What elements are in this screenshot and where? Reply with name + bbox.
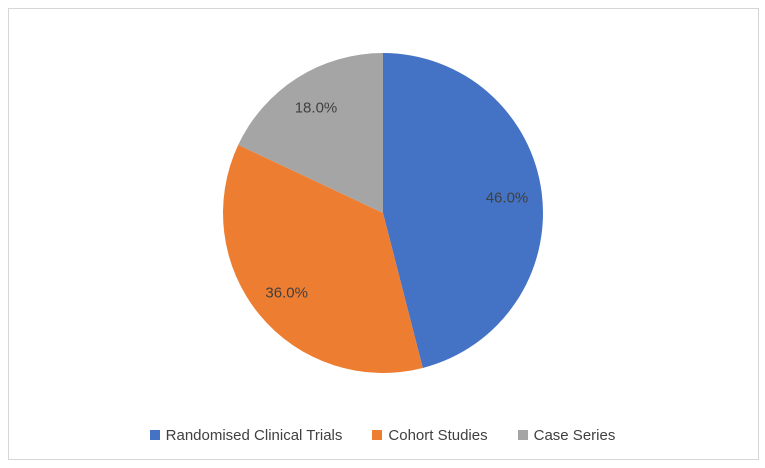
chart-legend: Randomised Clinical Trials Cohort Studie… (0, 424, 765, 446)
slice-label-randomised-clinical-trials: 46.0% (486, 189, 529, 206)
legend-item-case-series: Case Series (517, 426, 616, 444)
pie-slice-cohort-studies (223, 144, 423, 373)
pie-slice-case-series (238, 53, 383, 213)
legend-item-cohort-studies: Cohort Studies (372, 426, 488, 444)
legend-swatch-icon (372, 430, 383, 440)
legend-swatch-icon (517, 430, 528, 440)
legend-label: Randomised Clinical Trials (165, 426, 343, 444)
pie-slice-randomised-clinical-trials (383, 53, 543, 368)
legend-label: Case Series (533, 426, 616, 444)
slice-label-cohort-studies: 36.0% (265, 285, 308, 302)
legend-swatch-icon (149, 430, 160, 440)
legend-item-randomised-clinical-trials: Randomised Clinical Trials (149, 426, 343, 444)
legend-label: Cohort Studies (388, 426, 488, 444)
slice-label-case-series: 18.0% (295, 100, 338, 117)
